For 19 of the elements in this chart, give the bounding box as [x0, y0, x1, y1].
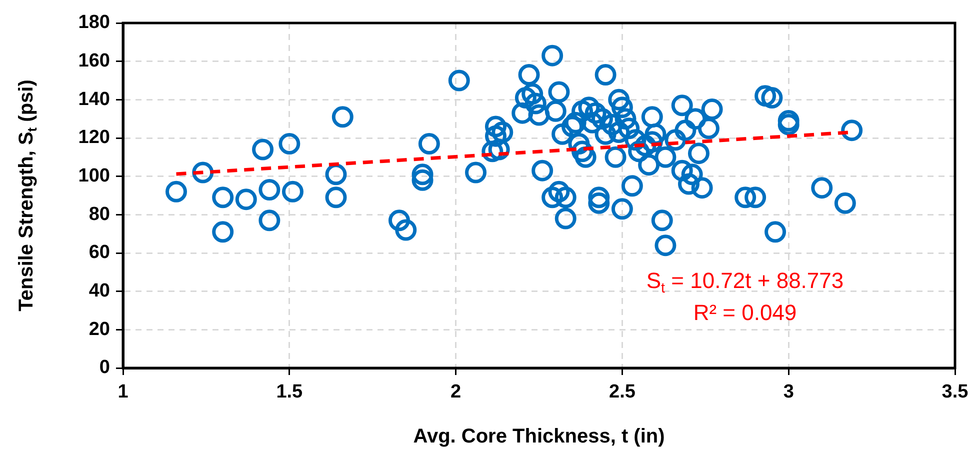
x-axis-title: Avg. Core Thickness, t (in)	[413, 426, 665, 448]
y-tick-label: 60	[88, 242, 110, 264]
y-tick-label: 20	[88, 318, 110, 340]
y-tick-label: 120	[78, 127, 110, 148]
x-tick-label: 1	[118, 382, 129, 403]
x-tick-label: 3.5	[942, 382, 969, 403]
x-tick-label: 1.5	[276, 382, 304, 403]
annotation: R² = 0.049	[693, 300, 797, 326]
y-tick-label: 0	[99, 357, 110, 378]
y-tick-label: 160	[78, 50, 110, 72]
x-tick-label: 3	[783, 382, 794, 403]
x-tick-label: 2	[450, 382, 462, 403]
y-tick-label: 40	[88, 280, 110, 302]
y-tick-label: 80	[88, 204, 110, 225]
y-tick-label: 140	[78, 88, 110, 110]
x-tick-label: 2.5	[608, 382, 636, 403]
y-tick-label: 100	[78, 166, 110, 187]
y-axis-title: Tensile Strength, St (psi)	[16, 80, 40, 312]
y-tick-label: 180	[78, 12, 110, 34]
